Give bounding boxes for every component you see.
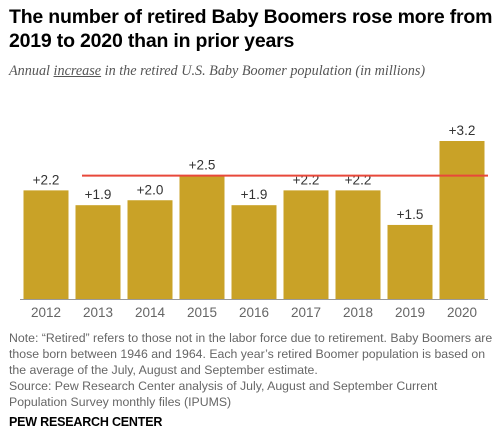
bar-2013	[75, 205, 121, 299]
tick-label-2015: 2015	[187, 305, 217, 320]
bar-2020	[439, 141, 485, 299]
bar-2018	[335, 190, 381, 299]
data-label-2020: +3.2	[449, 123, 476, 138]
bar-2017	[283, 190, 329, 299]
chart-title: The number of retired Baby Boomers rose …	[9, 6, 493, 52]
subtitle-emphasis: increase	[53, 63, 102, 79]
subtitle-prefix: Annual	[9, 63, 54, 79]
tick-label-2016: 2016	[239, 305, 269, 320]
data-label-2013: +1.9	[85, 187, 112, 202]
note-text: Note: “Retired” refers to those not in t…	[9, 331, 493, 377]
tick-label-2012: 2012	[31, 305, 61, 320]
bar-2019	[387, 224, 433, 299]
data-label-2015: +2.5	[189, 158, 216, 173]
tick-label-2017: 2017	[291, 305, 321, 320]
tick-label-2019: 2019	[395, 305, 425, 320]
data-label-2012: +2.2	[33, 172, 60, 187]
data-label-2014: +2.0	[137, 182, 164, 197]
data-label-2016: +1.9	[241, 187, 268, 202]
bar-2015	[179, 175, 225, 299]
subtitle-suffix: in the retired U.S. Baby Boomer populati…	[101, 63, 426, 79]
bars-group	[23, 141, 485, 299]
tick-label-2013: 2013	[83, 305, 113, 320]
source-text: Source: Pew Research Center analysis of …	[9, 379, 438, 409]
tick-label-2014: 2014	[135, 305, 166, 320]
data-label-2019: +1.5	[397, 207, 424, 222]
bar-chart: +2.2+1.9 +2.0+2.5+1.9+2.2 +2.2+1.5+3.2 201…	[20, 123, 488, 320]
bar-2016	[231, 205, 277, 299]
tick-label-2020: 2020	[447, 305, 477, 320]
chart-notes: Note: “Retired” refers to those not in t…	[9, 330, 494, 410]
bar-2012	[23, 190, 69, 299]
tick-label-2018: 2018	[343, 305, 373, 320]
chart-subtitle: Annual increase in the retired U.S. Baby…	[9, 62, 494, 80]
brand-logo: PEW RESEARCH CENTER	[9, 415, 163, 429]
x-axis-ticks: 2012 2013 2014 2015 2016 2017 2018 2019 2020	[31, 305, 477, 320]
bar-2014	[127, 200, 173, 299]
